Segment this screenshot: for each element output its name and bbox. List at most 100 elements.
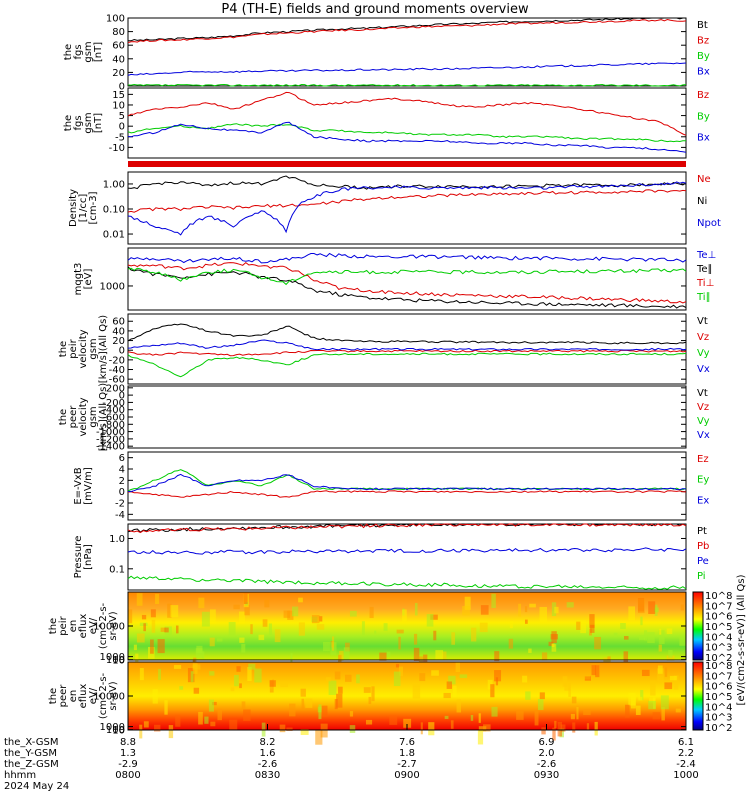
heatmap-cell (323, 641, 330, 652)
heatmap-cell (402, 609, 407, 622)
heatmap-cell (258, 634, 265, 641)
heatmap-cell (198, 711, 203, 725)
heatmap-cell (230, 687, 235, 692)
heatmap-cell (668, 650, 673, 658)
ylabel-line: [nT] (93, 113, 104, 133)
ytick-label: 0.1 (109, 564, 125, 575)
heatmap-cell (301, 698, 305, 709)
ytick-label: 80 (112, 27, 125, 38)
ylabel-line: en (68, 620, 79, 633)
legend-Pt: Pt (697, 526, 707, 537)
heatmap-cell (680, 604, 684, 611)
heatmap-cell (374, 630, 377, 634)
legend-Npot: Npot (697, 218, 721, 229)
heatmap-cell (428, 722, 435, 736)
ytick-label: 10 (112, 725, 125, 736)
heatmap-cell (195, 648, 203, 659)
heatmap-cell (435, 650, 444, 661)
heatmap-cell (448, 675, 456, 685)
heatmap-cell (477, 729, 484, 745)
colorbar-tick: 10^8 (705, 591, 732, 602)
heatmap-cell (396, 629, 404, 634)
heatmap-cell (292, 606, 299, 617)
legend-Vz: Vz (697, 332, 709, 343)
heatmap-cell (315, 729, 323, 745)
axis-ylabel: thefgsgsm[nT] (63, 41, 104, 62)
legend-Bx: Bx (697, 67, 710, 78)
heatmap-cell (236, 666, 241, 672)
ytick-label: -2 (115, 499, 125, 510)
heatmap-cell (583, 709, 591, 715)
ylabel-line: the (48, 688, 59, 704)
ylabel-line: [nT] (93, 42, 104, 62)
series-By (127, 123, 686, 143)
date-label: 2024 May 24 (4, 781, 69, 792)
heatmap-cell (494, 651, 500, 662)
colorbar-label: [eV/(cm2-s-sr-eV)] (All Qs) (736, 574, 747, 705)
heatmap-cell (217, 708, 222, 721)
heatmap-cell (154, 724, 161, 732)
heatmap-cell (228, 622, 236, 637)
heatmap-cell (491, 593, 496, 609)
ytick-label: 1000 (100, 722, 125, 733)
heatmap-cell (420, 722, 423, 735)
heatmap-cell (262, 619, 268, 627)
heatmap-cell (280, 681, 288, 688)
ylabel-line: eflux (78, 614, 89, 639)
ylabel-line: the (58, 341, 69, 357)
heatmap-cell (568, 682, 571, 697)
heatmap-cell (495, 677, 499, 686)
ylabel-line: the (58, 409, 69, 425)
heatmap-cell (168, 725, 174, 739)
ylabel-line: fgs (73, 115, 84, 130)
ytick-label: 100 (106, 14, 125, 25)
heatmap-cell (551, 602, 557, 617)
xrow-label: the_Y-GSM (4, 748, 57, 759)
heatmap-cell (644, 630, 648, 641)
heatmap-cell (443, 692, 451, 699)
heatmap-cell (316, 624, 325, 630)
heatmap-cell (136, 593, 143, 606)
heatmap-cell (529, 603, 536, 608)
series-Ey (127, 469, 687, 492)
ylabel-line: peer (58, 684, 69, 708)
legend-Bz: Bz (697, 36, 709, 47)
colorbar-tick: 10^2 (705, 653, 732, 664)
xrow-value: 1.6 (260, 748, 276, 759)
heatmap-cell (647, 632, 655, 644)
xrow-value: 2.0 (539, 748, 555, 759)
heatmap-cell (451, 632, 456, 645)
heatmap-cell (298, 622, 305, 636)
heatmap-cell (522, 675, 528, 683)
series-Bz (127, 18, 687, 44)
heatmap-cell (576, 621, 581, 630)
heatmap-cell (356, 674, 360, 684)
heatmap-cell (371, 686, 375, 702)
heatmap-cell (431, 670, 439, 676)
heatmap-cell (659, 628, 662, 635)
colorbar (692, 591, 704, 661)
heatmap-cell (607, 656, 611, 661)
heatmap-cell (269, 680, 276, 687)
heatmap-cell (641, 669, 650, 677)
ytick-label: -200 (102, 398, 125, 409)
ytick-label: 5 (119, 111, 125, 122)
heatmap-cell (152, 689, 158, 704)
heatmap-cell (336, 693, 343, 708)
heatmap-cell (201, 611, 210, 627)
series-Bz (127, 91, 687, 136)
legend-Ey: Ey (697, 475, 709, 486)
heatmap-cell (300, 729, 309, 735)
colorbar-tick: 10^5 (705, 692, 732, 703)
ylabel-line: [mV/m] (83, 467, 94, 505)
heatmap-cell (509, 620, 513, 629)
heatmap-cell (534, 711, 539, 726)
legend-Bx: Bx (697, 133, 710, 144)
xrow-value: 1.8 (399, 748, 415, 759)
heatmap-cell (331, 636, 335, 651)
ytick-label: 1.0 (109, 534, 125, 545)
series-By (127, 83, 687, 87)
heatmap-cell (274, 629, 281, 643)
xrow-value: 2.2 (678, 748, 694, 759)
